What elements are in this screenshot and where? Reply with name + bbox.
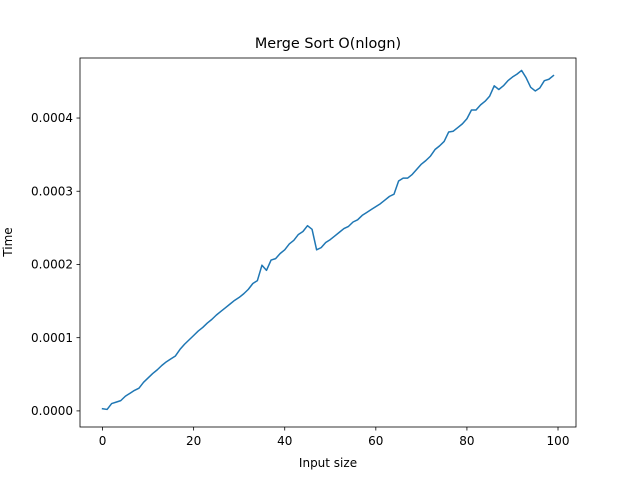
x-tick-label: 60 bbox=[368, 434, 383, 448]
x-axis-label: Input size bbox=[299, 456, 357, 470]
x-tick-label: 0 bbox=[99, 434, 107, 448]
chart-title: Merge Sort O(nlogn) bbox=[255, 36, 401, 52]
x-tick-label: 20 bbox=[186, 434, 201, 448]
x-tick-label: 80 bbox=[459, 434, 474, 448]
x-tick-label: 100 bbox=[547, 434, 570, 448]
series-line-0 bbox=[101, 69, 555, 411]
x-tick-label: 40 bbox=[277, 434, 292, 448]
y-tick-label: 0.0001 bbox=[31, 331, 73, 345]
y-tick-label: 0.0000 bbox=[31, 404, 73, 418]
plot-area: 0 20 40 60 80 100 0.0000 0.0001 0.0002 0.0003 0.00… bbox=[31, 57, 577, 448]
y-tick-label: 0.0002 bbox=[31, 258, 73, 272]
y-tick-label: 0.0003 bbox=[31, 184, 73, 198]
y-tick-label: 0.0004 bbox=[31, 111, 73, 125]
axes-frame bbox=[79, 57, 577, 428]
y-axis-label: Time bbox=[1, 227, 15, 257]
